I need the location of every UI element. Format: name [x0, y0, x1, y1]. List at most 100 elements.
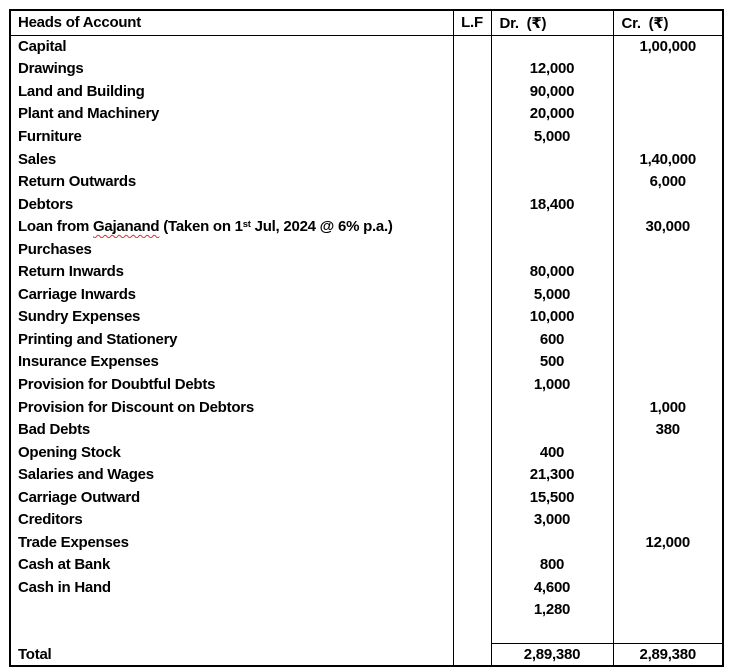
total-lf-cell	[452, 643, 491, 667]
account-cell: Capital	[18, 38, 67, 56]
lf-cell	[452, 395, 491, 419]
dr-amount-cell: 90,000	[490, 80, 613, 103]
lf-cell	[452, 463, 491, 486]
account-cell	[10, 621, 453, 644]
account-cell: Bad Debts	[18, 421, 90, 439]
account-text: Jul, 2024 @ 6% p.a.)	[250, 218, 393, 236]
cr-amount-cell	[612, 373, 723, 396]
table-row: Debtors 18,400	[10, 192, 723, 216]
lf-cell	[452, 576, 491, 599]
account-cell: Purchases	[18, 240, 92, 258]
lf-cell	[452, 485, 491, 509]
dr-amount-cell: 10,000	[490, 305, 613, 329]
cr-amount-cell	[612, 553, 723, 577]
table-row: Plant and Machinery 20,000	[10, 102, 723, 126]
cr-amount-cell: 12,000	[612, 531, 723, 554]
cr-amount-cell	[612, 57, 723, 81]
account-cell: Drawings	[18, 60, 84, 78]
cr-amount-cell	[612, 350, 723, 374]
dr-amount-cell	[490, 395, 613, 419]
lf-cell	[452, 147, 491, 171]
dr-amount-cell: 500	[490, 350, 613, 374]
table-row: Cash at Bank 800	[10, 553, 723, 577]
account-cell: Carriage Inwards	[18, 285, 136, 303]
dr-amount-cell: 5,000	[490, 283, 613, 306]
lf-cell	[452, 531, 491, 554]
dr-amount-cell: 21,300	[490, 463, 613, 486]
account-cell: Debtors	[18, 195, 73, 213]
lf-cell	[452, 621, 491, 644]
lf-cell	[452, 350, 491, 374]
account-cell: Return Inwards	[18, 263, 124, 281]
account-cell: Loan from Gajanand (Taken on 1st Jul, 20…	[10, 215, 453, 238]
cr-amount-cell: 6,000	[612, 170, 723, 193]
total-cr-amount: 2,89,380	[612, 643, 723, 667]
dr-amount-cell: 80,000	[490, 260, 613, 284]
cr-amount-cell: 30,000	[612, 215, 723, 238]
table-row: Bad Debts 380	[10, 418, 723, 441]
lf-cell	[452, 125, 491, 148]
dr-amount-cell: 5,000	[490, 125, 613, 148]
cr-amount-cell	[612, 485, 723, 509]
table-row: Provision for Doubtful Debts 1,000	[10, 373, 723, 396]
lf-cell	[452, 328, 491, 351]
cr-amount-cell	[612, 305, 723, 329]
account-cell	[10, 599, 453, 622]
cr-amount-cell	[612, 463, 723, 486]
table-row: Printing and Stationery 600	[10, 328, 723, 351]
lf-cell	[452, 598, 491, 622]
lf-cell	[452, 215, 491, 238]
lf-cell	[452, 237, 491, 261]
table-row: Opening Stock 400	[10, 440, 723, 464]
dr-amount-cell: 1,000	[490, 373, 613, 396]
lf-cell	[452, 418, 491, 441]
dr-amount-cell: 20,000	[490, 102, 613, 126]
col-header-cr: Cr. (₹)	[612, 10, 723, 36]
lf-cell	[452, 57, 491, 81]
table-row: Purchases	[10, 237, 723, 261]
table-row: Loan from Gajanand (Taken on 1st Jul, 20…	[10, 215, 723, 238]
cr-amount-cell	[612, 283, 723, 306]
cr-amount-cell	[612, 260, 723, 284]
col-header-heads-of-account: Heads of Account	[10, 10, 453, 36]
account-cell: Sundry Expenses	[18, 308, 141, 326]
dr-amount-cell: 400	[490, 440, 613, 464]
dr-amount-cell	[490, 418, 613, 441]
lf-cell	[452, 553, 491, 577]
cr-amount-cell	[612, 125, 723, 148]
col-header-lf: L.F	[452, 10, 491, 36]
header-row: Heads of Account L.F Dr. (₹) Cr. (₹)	[10, 10, 723, 36]
table-row: Return Outwards 6,000	[10, 170, 723, 193]
dr-amount-cell	[490, 147, 613, 171]
cr-amount-cell	[612, 598, 723, 622]
total-label: Total	[18, 646, 52, 664]
col-header-dr: Dr. (₹)	[490, 10, 613, 36]
dr-amount-cell	[490, 35, 613, 58]
table-row: Salaries and Wages 21,300	[10, 463, 723, 486]
table-row: Sundry Expenses 10,000	[10, 305, 723, 329]
account-cell: Provision for Discount on Debtors	[18, 398, 254, 416]
account-cell: Return Outwards	[18, 173, 136, 191]
lf-cell	[452, 260, 491, 284]
cr-amount-cell	[612, 508, 723, 532]
lf-cell	[452, 102, 491, 126]
table-row: Provision for Discount on Debtors 1,000	[10, 395, 723, 419]
lf-cell	[452, 80, 491, 103]
cr-amount-cell	[612, 192, 723, 216]
dr-amount-cell: 3,000	[490, 508, 613, 532]
table-row: Carriage Outward 15,500	[10, 485, 723, 509]
cr-amount-cell	[612, 80, 723, 103]
cr-amount-cell: 1,00,000	[612, 35, 723, 58]
cr-amount-cell: 380	[612, 418, 723, 441]
lf-cell	[452, 283, 491, 306]
dr-amount-cell	[490, 237, 613, 261]
cr-amount-cell	[612, 621, 723, 644]
table-row: Capital 1,00,000	[10, 35, 723, 58]
cr-amount-cell	[612, 102, 723, 126]
table-row: Carriage Inwards 5,000	[10, 283, 723, 306]
table-body: Capital 1,00,000 Drawings 12,000 Land and Bu…	[10, 35, 723, 644]
cr-amount-cell	[612, 440, 723, 464]
account-cell: Printing and Stationery	[18, 330, 178, 348]
table-row: Cash in Hand 4,600	[10, 576, 723, 599]
